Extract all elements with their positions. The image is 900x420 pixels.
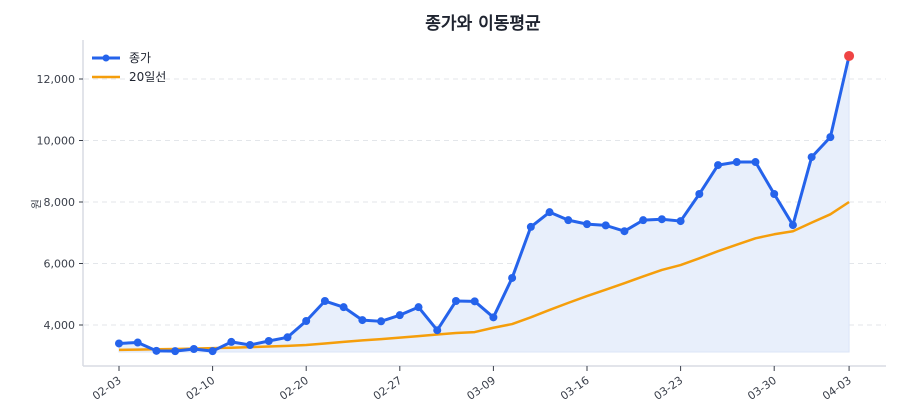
legend-ma20-label: 20일선 xyxy=(129,70,166,84)
close-marker xyxy=(489,313,498,322)
close-marker xyxy=(339,303,348,312)
x-tick-label: 02-20 xyxy=(277,374,311,403)
close-line xyxy=(118,55,851,353)
close-marker xyxy=(377,317,386,326)
close-marker xyxy=(171,347,180,356)
close-marker xyxy=(826,133,835,142)
close-marker xyxy=(714,161,723,170)
y-tick-label: 4,000 xyxy=(44,319,76,332)
close-marker xyxy=(695,190,704,199)
close-marker xyxy=(788,221,797,230)
close-marker xyxy=(526,222,535,231)
close-marker xyxy=(770,190,779,199)
y-axis-ticks: 4,000 6,000 8,000 10,000 12,000 xyxy=(37,73,83,332)
series-ma20-line xyxy=(118,200,850,352)
x-tick-label: 03-16 xyxy=(558,374,592,403)
close-marker xyxy=(620,227,629,236)
close-marker xyxy=(189,344,198,353)
close-marker xyxy=(657,215,666,224)
x-tick-label: 04-03 xyxy=(820,374,854,403)
close-marker xyxy=(264,336,273,345)
close-marker xyxy=(414,303,423,312)
close-marker xyxy=(320,297,329,306)
close-marker xyxy=(807,153,816,162)
x-tick-label: 03-30 xyxy=(745,374,779,403)
close-marker xyxy=(508,273,517,282)
close-marker xyxy=(583,220,591,229)
close-marker xyxy=(115,339,123,348)
close-marker xyxy=(751,158,760,167)
x-tick-label: 02-03 xyxy=(90,374,124,403)
y-tick-label: 10,000 xyxy=(37,135,76,148)
close-marker xyxy=(152,346,161,355)
close-marker xyxy=(601,221,610,230)
y-tick-label: 12,000 xyxy=(37,73,76,86)
close-marker xyxy=(302,317,311,326)
legend-close-label: 종가 xyxy=(129,51,151,65)
latest-close-marker xyxy=(844,50,855,61)
close-marker xyxy=(227,337,236,346)
close-marker xyxy=(470,297,479,306)
close-marker xyxy=(564,216,573,225)
y-tick-label: 6,000 xyxy=(44,258,76,271)
close-marker xyxy=(358,316,367,325)
series-close-line xyxy=(115,50,855,356)
close-marker xyxy=(433,326,442,335)
close-marker xyxy=(732,158,741,167)
close-marker xyxy=(545,208,554,217)
x-tick-label: 03-23 xyxy=(652,374,686,403)
ma20-line xyxy=(118,200,850,352)
close-marker xyxy=(246,340,255,349)
chart-title: 종가와 이동평균 xyxy=(425,14,541,34)
close-marker xyxy=(451,297,460,306)
y-axis-label: 원 xyxy=(30,199,43,209)
x-tick-label: 02-10 xyxy=(184,374,218,403)
close-marker xyxy=(283,333,292,342)
x-tick-label: 02-27 xyxy=(371,374,405,403)
legend: 종가 20일선 xyxy=(92,51,166,84)
close-marker xyxy=(639,216,648,225)
y-tick-label: 8,000 xyxy=(44,196,76,209)
x-tick-label: 03-09 xyxy=(464,374,498,403)
x-axis-ticks: 02-03 02-10 02-20 02-27 03-09 03-16 03-23 03-30… xyxy=(90,366,854,403)
legend-close-marker-icon xyxy=(102,54,110,62)
close-marker xyxy=(676,217,685,226)
close-marker xyxy=(395,311,404,320)
close-marker xyxy=(133,338,142,347)
close-marker xyxy=(208,347,217,356)
